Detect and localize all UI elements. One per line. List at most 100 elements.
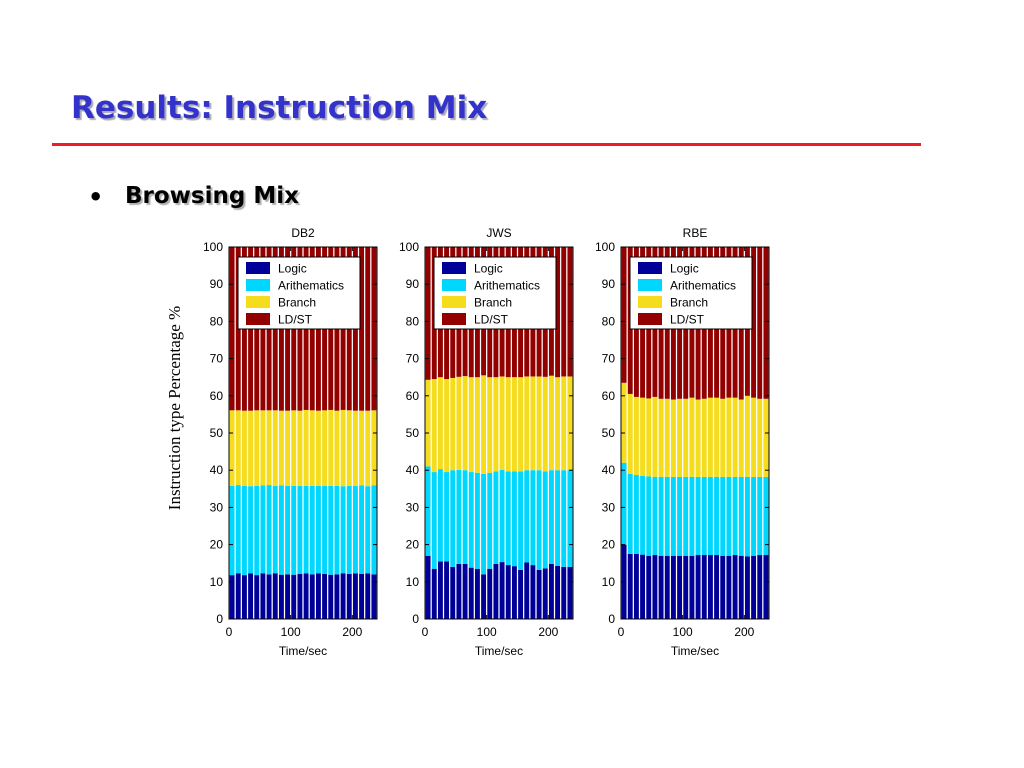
bar-rbe-branch-1 [627, 393, 633, 474]
bar-rbe-arithematics-7 [664, 476, 670, 556]
y-tick-label-jws: 50 [406, 426, 420, 440]
legend-label-jws-branch: Branch [474, 296, 512, 310]
y-tick-label-db2: 90 [210, 277, 224, 291]
bar-rbe-arithematics-11 [689, 476, 695, 556]
bar-jws-arithematics-21 [555, 470, 561, 566]
bar-db2-branch-6 [266, 410, 272, 486]
bar-db2-arithematics-20 [352, 485, 358, 574]
bar-jws-branch-0 [425, 379, 431, 467]
bar-rbe-arithematics-12 [695, 476, 701, 556]
bar-rbe-logic-12 [695, 555, 701, 619]
bar-db2-logic-15 [322, 573, 328, 619]
x-tick-label-jws: 0 [422, 625, 429, 639]
bar-rbe-branch-11 [689, 397, 695, 477]
bar-db2-ldst-23 [371, 247, 377, 411]
y-tick-label-rbe: 100 [595, 240, 615, 254]
bar-db2-arithematics-7 [272, 485, 278, 574]
bar-db2-arithematics-6 [266, 485, 272, 575]
bar-jws-arithematics-20 [548, 470, 554, 564]
bar-jws-branch-14 [511, 377, 517, 472]
bar-db2-branch-11 [297, 410, 303, 486]
bar-db2-branch-9 [285, 410, 291, 486]
bar-rbe-logic-9 [677, 555, 683, 619]
bullet-text: Browsing Mix [125, 183, 299, 209]
bar-rbe-ldst-0 [621, 247, 627, 383]
bar-rbe-arithematics-0 [621, 462, 627, 545]
bar-jws-branch-1 [431, 379, 437, 473]
bar-jws-logic-10 [487, 568, 493, 619]
bar-rbe-arithematics-13 [701, 476, 707, 556]
bar-jws-arithematics-3 [444, 472, 450, 562]
bar-jws-branch-7 [468, 377, 474, 473]
bar-rbe-arithematics-6 [658, 476, 664, 556]
bar-db2-arithematics-23 [371, 485, 377, 575]
bar-jws-branch-12 [499, 376, 505, 470]
bar-rbe-arithematics-22 [757, 476, 763, 556]
bar-jws-logic-22 [561, 566, 567, 619]
bar-db2-logic-2 [241, 575, 247, 619]
bar-jws-branch-10 [487, 377, 493, 473]
bar-rbe-branch-18 [732, 397, 738, 477]
bar-rbe-arithematics-4 [646, 476, 652, 556]
legend-swatch-rbe-arithematics [638, 279, 662, 291]
bar-rbe-branch-8 [670, 399, 676, 477]
bar-rbe-ldst-22 [757, 247, 763, 399]
bar-db2-logic-21 [359, 573, 365, 619]
bar-jws-logic-11 [493, 563, 499, 619]
bar-db2-logic-9 [285, 574, 291, 619]
bar-db2-branch-10 [291, 410, 297, 486]
bar-db2-arithematics-15 [322, 485, 328, 574]
bar-jws-logic-4 [450, 566, 456, 619]
bar-rbe-logic-11 [689, 555, 695, 619]
y-tick-label-db2: 0 [216, 612, 223, 626]
bar-db2-ldst-21 [359, 247, 365, 411]
y-tick-label-jws: 0 [412, 612, 419, 626]
bar-db2-branch-12 [303, 409, 309, 486]
chart-title-db2: DB2 [291, 226, 315, 240]
title-divider [52, 143, 921, 146]
bar-rbe-branch-2 [633, 396, 639, 476]
y-tick-label-jws: 80 [406, 314, 420, 328]
bar-jws-logic-2 [437, 561, 443, 619]
bar-rbe-branch-0 [621, 382, 627, 463]
bar-rbe-branch-22 [757, 398, 763, 477]
x-axis-label-rbe: Time/sec [671, 644, 719, 658]
bar-rbe-ldst-21 [751, 247, 757, 398]
bar-jws-branch-20 [548, 375, 554, 471]
legend-label-jws-logic: Logic [474, 262, 503, 276]
bar-jws-branch-23 [567, 376, 573, 471]
y-tick-label-rbe: 80 [602, 314, 616, 328]
bar-db2-logic-7 [272, 573, 278, 619]
bar-jws-ldst-0 [425, 247, 431, 380]
bar-db2-branch-19 [346, 410, 352, 486]
bar-jws-arithematics-5 [456, 469, 462, 564]
bar-jws-branch-5 [456, 376, 462, 470]
y-tick-label-rbe: 70 [602, 352, 616, 366]
bar-jws-arithematics-11 [493, 471, 499, 564]
bar-db2-logic-22 [365, 573, 371, 619]
bar-jws-arithematics-22 [561, 470, 567, 567]
y-tick-label-db2: 40 [210, 463, 224, 477]
bar-jws-logic-7 [468, 567, 474, 619]
chart-title-jws: JWS [486, 226, 511, 240]
bar-jws-logic-12 [499, 562, 505, 619]
bar-rbe-branch-20 [744, 395, 750, 477]
legend-label-db2-branch: Branch [278, 296, 316, 310]
bar-db2-arithematics-3 [248, 486, 254, 574]
legend-label-rbe-logic: Logic [670, 262, 699, 276]
bar-jws-arithematics-18 [536, 470, 542, 570]
bar-jws-ldst-23 [567, 247, 573, 377]
legend-swatch-rbe-branch [638, 296, 662, 308]
legend-label-jws-arithematics: Arithematics [474, 279, 540, 293]
bar-rbe-arithematics-18 [732, 476, 738, 556]
bar-jws-branch-3 [444, 379, 450, 473]
bar-rbe-logic-2 [633, 553, 639, 619]
bar-db2-logic-11 [297, 573, 303, 619]
y-tick-label-db2: 70 [210, 352, 224, 366]
bar-db2-logic-12 [303, 573, 309, 619]
bar-rbe-arithematics-15 [714, 476, 720, 556]
bar-db2-arithematics-13 [309, 485, 315, 575]
bar-rbe-arithematics-10 [683, 476, 689, 556]
bar-rbe-branch-19 [738, 399, 744, 477]
